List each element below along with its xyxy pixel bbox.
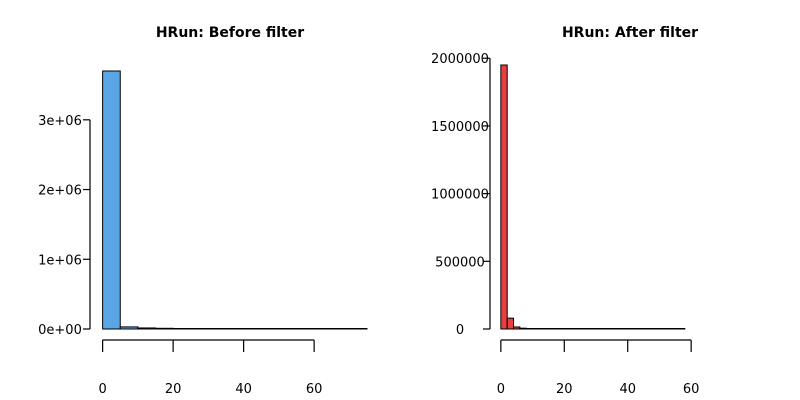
x-tick-label: 20 <box>165 382 182 397</box>
x-tick-label: 0 <box>497 382 505 397</box>
histogram-bar <box>532 328 540 330</box>
histogram-bar <box>646 328 654 330</box>
histogram-bar <box>296 328 315 330</box>
histogram-bar <box>627 328 635 330</box>
chart-title: HRun: Before filter <box>156 25 304 41</box>
histogram-bar <box>671 328 679 330</box>
histogram-bar <box>639 328 648 330</box>
histogram-bar <box>278 328 297 330</box>
histogram-bar <box>500 64 508 330</box>
histogram-bar <box>544 328 553 330</box>
histogram-bar <box>658 328 667 330</box>
histogram-bar <box>225 328 245 330</box>
histogram-bar <box>172 328 192 330</box>
histogram-bar <box>506 317 515 330</box>
histogram-bar <box>601 328 610 330</box>
x-axis: 0 20 40 60 <box>98 339 323 397</box>
y-tick-label: 1500000 <box>431 120 489 135</box>
y-tick-label: 0e+00 <box>38 323 82 338</box>
y-tick-label: 3e+06 <box>38 114 82 129</box>
x-tick-label: 60 <box>683 382 700 397</box>
y-axis: 0 500000 1000000 1500000 2000000 <box>431 52 491 338</box>
histogram-bar <box>538 328 546 330</box>
bars <box>102 70 368 330</box>
histogram-bar <box>519 327 527 330</box>
histogram-bar <box>525 328 534 330</box>
histogram-bar <box>665 328 673 330</box>
histogram-bar <box>260 328 280 330</box>
histogram-bar <box>677 328 686 330</box>
histogram-bar <box>243 328 262 330</box>
histogram-bar <box>563 328 572 330</box>
x-axis: 0 20 40 60 <box>497 339 700 397</box>
histogram-bar <box>551 328 559 330</box>
bars <box>500 64 686 330</box>
y-tick-label: 0 <box>456 323 464 338</box>
histogram-bar <box>582 328 591 330</box>
chart-title: HRun: After filter <box>562 25 698 41</box>
y-tick-label: 1e+06 <box>38 253 82 268</box>
histogram-bar <box>155 327 174 330</box>
histogram-bar <box>102 70 121 330</box>
y-tick-label: 500000 <box>435 255 485 270</box>
histogram-bar <box>570 328 578 330</box>
x-tick-label: 40 <box>619 382 636 397</box>
histogram-bar <box>595 328 603 330</box>
histogram-bar <box>557 328 565 330</box>
histogram-bar <box>348 328 368 330</box>
histogram-bar <box>313 328 333 330</box>
histogram-bar <box>614 328 622 330</box>
histogram-bar <box>207 328 227 330</box>
histogram-bar <box>190 328 209 330</box>
histogram-bar <box>589 328 597 330</box>
y-axis: 0e+00 1e+06 2e+06 3e+06 <box>38 114 91 338</box>
chart-after-filter: HRun: After filter 0 500000 1000000 1500000… <box>431 25 699 397</box>
histogram-bar <box>620 328 629 330</box>
y-tick-label: 2e+06 <box>38 184 82 199</box>
histogram-bar <box>513 326 521 330</box>
histogram-bar <box>119 326 139 330</box>
histogram-bar <box>331 328 350 330</box>
x-tick-label: 0 <box>98 382 106 397</box>
x-tick-label: 40 <box>235 382 252 397</box>
histogram-bar <box>608 328 616 330</box>
x-tick-label: 20 <box>556 382 573 397</box>
y-tick-label: 1000000 <box>431 188 489 203</box>
x-tick-label: 60 <box>306 382 323 397</box>
histogram-bar <box>137 327 156 330</box>
y-tick-label: 2000000 <box>431 52 489 67</box>
chart-before-filter: HRun: Before filter 0e+00 1e+06 2e+06 3e+06… <box>38 25 368 397</box>
histogram-bar <box>576 328 584 330</box>
histogram-bar <box>652 328 660 330</box>
histogram-bar <box>633 328 641 330</box>
